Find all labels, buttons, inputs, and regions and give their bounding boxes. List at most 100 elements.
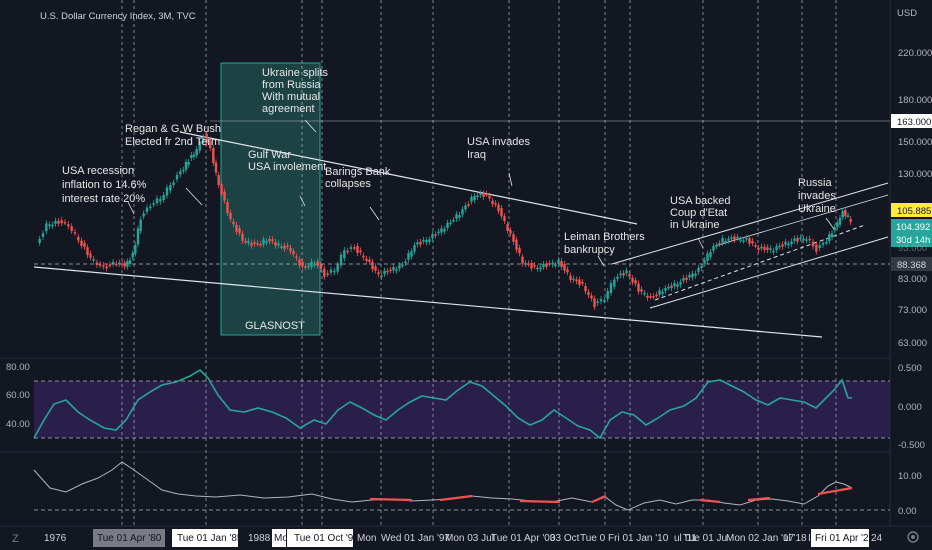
glasnost-box[interactable] [220, 62, 321, 336]
candle [596, 301, 599, 304]
annotation-iraq[interactable]: USA invades Iraq [467, 136, 530, 187]
annotation-ukraine-split[interactable]: Ukraine splits from Russia With mutual agre… [262, 67, 329, 133]
time-label: Tue 01 Ju [683, 533, 727, 544]
candle [356, 246, 359, 253]
time-label: 1976 [44, 533, 67, 544]
candle [796, 238, 799, 242]
candle [198, 141, 201, 151]
price-candles[interactable] [38, 131, 852, 310]
candle [89, 253, 92, 258]
gear-icon[interactable] [907, 531, 919, 543]
candle [428, 239, 431, 242]
candle [371, 261, 374, 270]
hist-tick: 0.00 [898, 506, 917, 517]
candle [256, 243, 259, 245]
candle [419, 241, 422, 245]
candle [688, 274, 691, 278]
candle [368, 259, 371, 262]
price-tick: 83.000 [898, 274, 927, 285]
annotation-russia[interactable]: Russia invades Ukraine [798, 177, 836, 230]
candle [646, 295, 649, 298]
candle [329, 269, 333, 273]
candle [298, 259, 301, 266]
oscillator-line[interactable] [33, 461, 853, 511]
channel-lower[interactable] [649, 236, 889, 309]
candle [214, 162, 218, 173]
candle [515, 239, 518, 250]
candle [799, 237, 802, 240]
annotation-regan[interactable]: Regan & G.W Bush Elected fr 2nd Term [125, 123, 221, 206]
candle [383, 270, 386, 275]
candle [241, 233, 244, 241]
candle [606, 291, 609, 300]
candle [274, 241, 277, 246]
candle [691, 273, 694, 278]
annotation-coup[interactable]: USA backed Coup d'Etat in Ukraine [670, 195, 731, 249]
candle [449, 222, 452, 225]
rsi-line[interactable] [33, 368, 852, 440]
candle [509, 230, 512, 234]
channel-mid[interactable] [654, 224, 866, 301]
candle [142, 213, 145, 217]
candle [238, 228, 241, 234]
candle [165, 187, 169, 196]
candle [73, 231, 77, 234]
timezone-icon[interactable]: Z [12, 533, 19, 545]
candle [319, 264, 323, 269]
candle [316, 261, 319, 267]
candle [763, 246, 766, 250]
candle [542, 263, 545, 268]
candle [60, 220, 63, 224]
candle [609, 282, 613, 294]
candle [506, 224, 509, 231]
candle [772, 250, 775, 253]
candle [830, 233, 834, 238]
candle [67, 224, 70, 227]
time-axis[interactable]: 1976 Tue 01 Apr '80 Tue 01 Jan '85 1988 … [44, 529, 883, 547]
candle [111, 261, 115, 264]
channel-upper[interactable] [611, 182, 889, 265]
time-label-highlight [93, 529, 165, 547]
candle [769, 248, 772, 250]
annotation-barings[interactable]: Barings Bank collapses [325, 166, 391, 221]
candle [452, 219, 455, 222]
candle [253, 242, 256, 244]
candle [849, 219, 852, 222]
candle [790, 241, 793, 245]
annotation-recession[interactable]: USA recession inflation to 14.6% interest … [62, 165, 147, 215]
candle [395, 269, 398, 271]
long-support-trendline[interactable] [33, 266, 823, 338]
candle [380, 275, 383, 278]
annotation-leiman[interactable]: Leiman Brothers bankrupcy [564, 231, 645, 267]
price-tick-partial: 93.000 [898, 243, 927, 254]
candle [536, 267, 539, 270]
candle [265, 241, 268, 243]
candle [220, 184, 223, 195]
candle [223, 191, 226, 201]
candle [145, 207, 149, 212]
candle [48, 224, 51, 227]
annotation-gulf-war[interactable]: Gulf War USA involement [248, 149, 326, 207]
candle [821, 242, 825, 245]
time-label: 03 Oct [550, 533, 580, 544]
resistance-trendline[interactable] [179, 131, 638, 225]
osc-tick: 0.500 [898, 363, 922, 374]
time-label: Tue 0 [580, 533, 606, 544]
time-label: Mon [357, 533, 376, 544]
candle [115, 263, 118, 266]
candle [310, 261, 313, 267]
candle [431, 234, 434, 239]
price-tick: 63.000 [898, 338, 927, 349]
time-label: Mon 02 Jan '17 [726, 533, 795, 544]
candle [440, 228, 443, 233]
price-axis[interactable]: 220.000 180.000 150.000 130.000 83.000 7… [898, 48, 932, 349]
candle [152, 203, 155, 205]
candle [676, 284, 679, 287]
candle [271, 239, 274, 242]
event-lines [121, 0, 837, 526]
candle [637, 283, 640, 292]
